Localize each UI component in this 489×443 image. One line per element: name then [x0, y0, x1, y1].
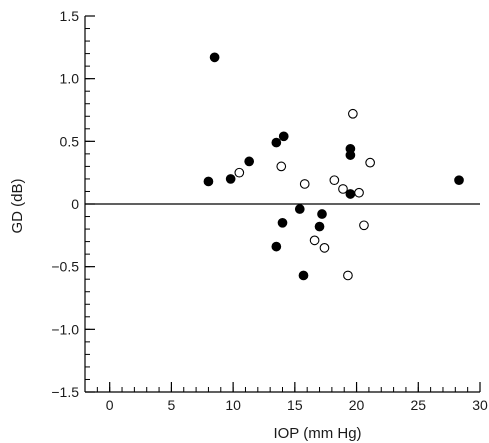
open-data-point: [299, 179, 310, 189]
filled-data-point: [203, 176, 214, 187]
open-data-point: [348, 108, 358, 119]
x-tick-label: 15: [287, 397, 303, 413]
open-data-point: [359, 220, 369, 231]
x-tick-label: 0: [106, 397, 114, 413]
filled-data-point: [298, 270, 309, 281]
y-tick-label: −0.5: [51, 259, 79, 275]
y-tick-label: 1.0: [60, 71, 80, 87]
points-layer: [203, 52, 464, 281]
x-tick-label: 20: [349, 397, 365, 413]
open-data-point: [276, 161, 287, 172]
filled-data-point: [225, 174, 236, 184]
y-axis-label: GD (dB): [9, 178, 26, 233]
open-data-point: [354, 187, 364, 198]
x-axis-label: IOP (mm Hg): [273, 425, 361, 442]
filled-data-point: [314, 221, 325, 232]
y-tick-label: −1.5: [51, 384, 79, 400]
open-data-point: [338, 184, 348, 194]
filled-data-point: [209, 52, 220, 63]
open-data-point: [343, 270, 353, 281]
open-data-point: [309, 235, 320, 246]
open-data-point: [319, 243, 330, 253]
filled-data-point: [454, 175, 464, 186]
y-tick-label: 1.5: [60, 8, 80, 24]
y-tick-label: −1.0: [51, 321, 79, 337]
filled-data-point: [271, 137, 282, 148]
filled-data-point: [317, 209, 327, 219]
x-tick-label: 25: [410, 397, 426, 413]
filled-data-point: [294, 204, 305, 214]
y-tick-label: 0: [71, 196, 79, 212]
filled-data-point: [278, 131, 289, 142]
filled-data-point: [345, 150, 356, 160]
open-data-point: [329, 175, 340, 186]
x-tick-label: 10: [225, 397, 241, 413]
filled-data-point: [277, 217, 288, 228]
x-tick-label: 5: [168, 397, 176, 413]
filled-data-point: [244, 156, 255, 167]
open-data-point: [365, 157, 375, 168]
open-data-point: [234, 167, 245, 178]
x-tick-label: 30: [472, 397, 488, 413]
filled-data-point: [271, 241, 282, 252]
axes: 0 5 10 15 20 25 30 −1.5 −1.0 −0.5 0 0.5 1.0 1.5: [51, 8, 488, 413]
y-tick-label: 0.5: [60, 133, 80, 149]
